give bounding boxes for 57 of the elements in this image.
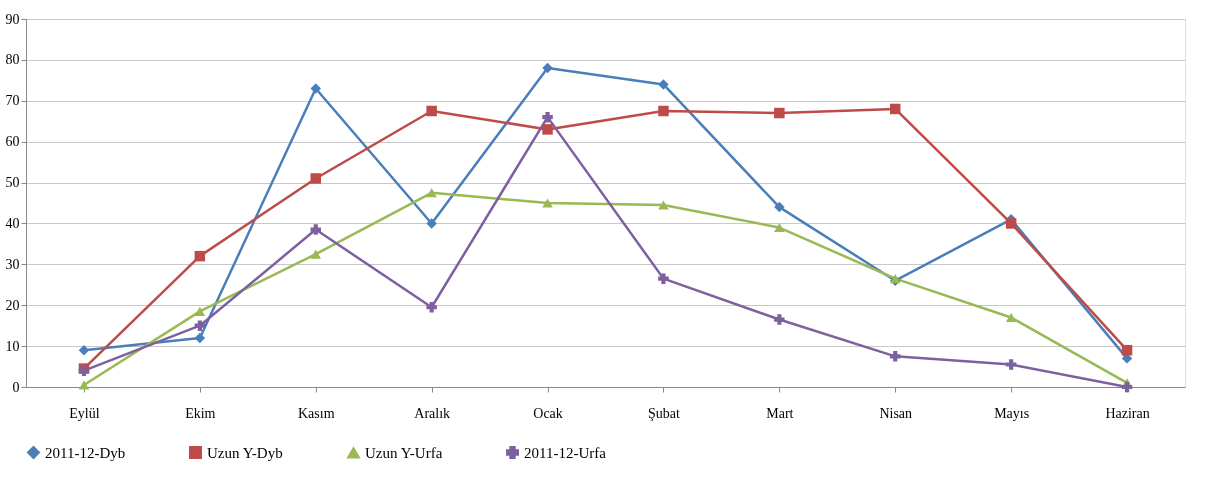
point xyxy=(310,224,321,235)
point xyxy=(890,103,901,115)
point xyxy=(658,105,669,117)
point xyxy=(78,344,90,356)
point xyxy=(542,124,553,135)
point xyxy=(310,83,321,94)
point xyxy=(426,218,437,229)
y-tick-label: 30 xyxy=(5,256,20,272)
x-tick-label: Ekim xyxy=(185,405,216,421)
point xyxy=(310,249,321,259)
x-tick-label: Eylül xyxy=(69,405,100,421)
y-tick-label: 60 xyxy=(5,134,20,150)
point xyxy=(774,314,785,325)
y-tick-label: 70 xyxy=(5,93,20,109)
point xyxy=(194,306,206,316)
point xyxy=(78,380,90,390)
x-tick-label: Nisan xyxy=(879,405,913,421)
point xyxy=(1005,312,1017,323)
y-tick-label: 20 xyxy=(5,297,20,313)
point xyxy=(194,320,206,331)
point xyxy=(194,250,206,262)
point xyxy=(426,302,437,313)
x-tick-label: Haziran xyxy=(1105,405,1150,421)
y-tick-label: 50 xyxy=(5,175,20,191)
point xyxy=(658,273,669,284)
x-tick-label: Mart xyxy=(766,405,794,421)
point xyxy=(542,62,553,74)
legend-label: Uzun Y-Urfa xyxy=(365,444,443,461)
point xyxy=(310,173,321,184)
point xyxy=(1121,381,1133,393)
point xyxy=(426,105,437,117)
point xyxy=(1005,218,1017,229)
legend-label: Uzun Y-Dyb xyxy=(207,444,283,461)
point xyxy=(774,107,785,119)
x-tick-label: Aralık xyxy=(414,405,451,421)
y-tick-label: 90 xyxy=(5,11,20,27)
point xyxy=(194,332,206,344)
x-tick-label: Kasım xyxy=(297,405,335,421)
point xyxy=(774,201,785,213)
x-tick-label: Mayıs xyxy=(994,405,1030,421)
y-tick-label: 40 xyxy=(5,215,20,231)
legend-label: 2011-12-Urfa xyxy=(524,444,607,461)
x-tick-label: Şubat xyxy=(648,405,680,421)
point xyxy=(774,222,785,233)
point xyxy=(890,351,901,362)
legend-label: 2011-12-Dyb xyxy=(45,444,126,461)
y-tick-label: 80 xyxy=(5,52,20,68)
x-tick-label: Ocak xyxy=(533,405,563,421)
y-tick-label: 10 xyxy=(5,338,20,354)
point xyxy=(1121,344,1133,356)
point xyxy=(542,111,553,123)
y-tick-label: 0 xyxy=(12,379,20,395)
point xyxy=(658,79,669,90)
point xyxy=(426,188,437,198)
point xyxy=(542,198,553,208)
point xyxy=(1005,359,1017,370)
point xyxy=(658,200,669,210)
